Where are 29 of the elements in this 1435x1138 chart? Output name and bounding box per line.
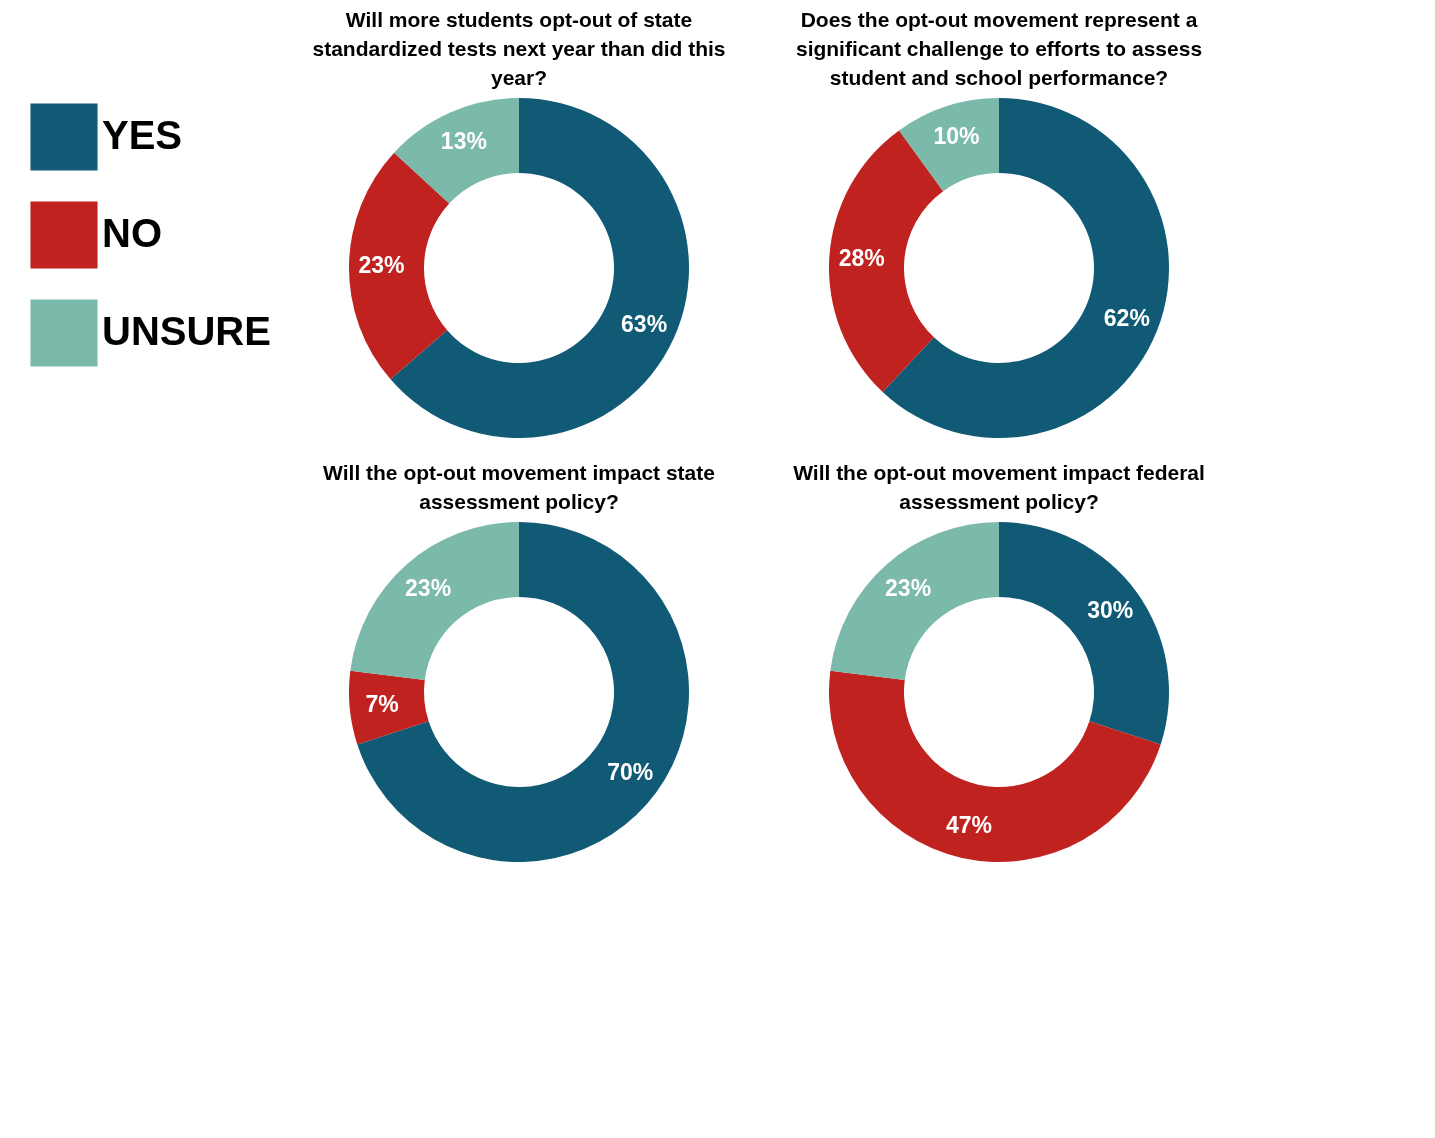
data-label: 62% xyxy=(1103,304,1150,331)
donut-slice xyxy=(349,670,429,745)
donut-slice xyxy=(830,522,999,681)
chart-title: Will the opt-out movement impact state assessment policy? xyxy=(323,461,715,513)
donut-slice xyxy=(350,522,519,681)
chart-title: Does the opt-out movement represent a significant challenge to efforts to assess student and school performance? xyxy=(795,8,1203,89)
donut-slice xyxy=(829,670,1161,862)
donut-slice xyxy=(349,152,450,380)
legend-label: UNSURE xyxy=(102,309,271,353)
donut-slice xyxy=(899,98,999,192)
legend-label: YES xyxy=(102,113,183,157)
data-label: 47% xyxy=(945,812,993,839)
legend-label: NO xyxy=(102,211,162,255)
data-label: 7% xyxy=(365,690,399,717)
data-label: 23% xyxy=(358,251,405,278)
donut-slice xyxy=(394,98,519,204)
donut-slice xyxy=(357,522,689,862)
chart-title: Will more students opt-out of state standardized tests next year than did this year? xyxy=(312,8,726,89)
data-label: 23% xyxy=(405,574,452,601)
donut-slice xyxy=(882,98,1169,438)
data-label: 13% xyxy=(440,128,487,155)
data-label: 28% xyxy=(838,245,885,272)
donut-slice xyxy=(999,522,1169,745)
data-label: 10% xyxy=(933,123,980,150)
data-label: 70% xyxy=(607,758,654,785)
data-label: 30% xyxy=(1087,597,1134,624)
data-label: 23% xyxy=(885,574,932,601)
data-label: 63% xyxy=(621,311,668,338)
chart-title: Will the opt-out movement impact federal assessment policy? xyxy=(793,461,1205,513)
